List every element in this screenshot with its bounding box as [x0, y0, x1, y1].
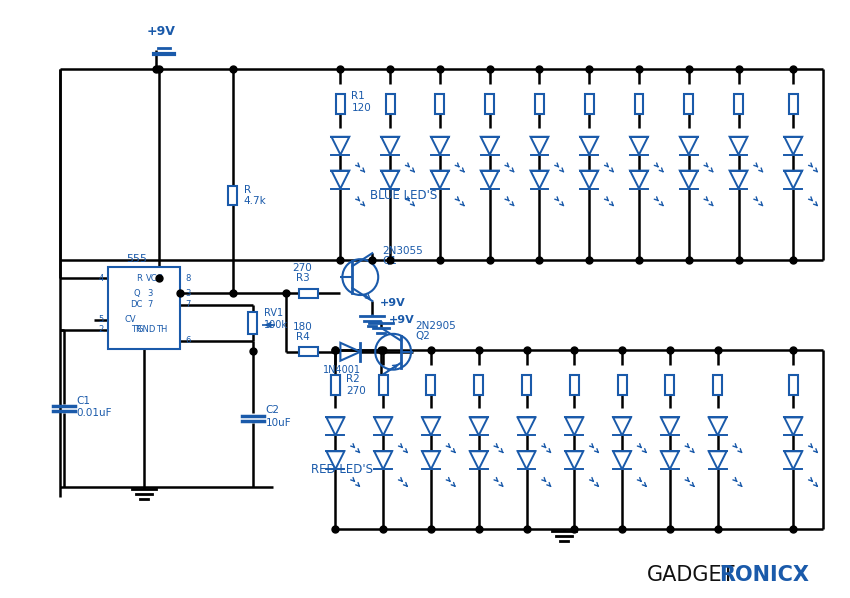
- Text: 180: 180: [292, 322, 313, 332]
- Text: 6: 6: [185, 336, 190, 345]
- Text: Q1: Q1: [382, 256, 397, 266]
- Text: 2: 2: [99, 325, 104, 334]
- Text: 2N2905: 2N2905: [415, 321, 456, 331]
- Bar: [331, 374, 340, 395]
- Text: VCC: VCC: [145, 274, 163, 283]
- Text: R1: R1: [351, 91, 365, 101]
- Text: 4: 4: [99, 274, 104, 283]
- Bar: [789, 94, 798, 114]
- Text: 0.01uF: 0.01uF: [76, 408, 112, 419]
- Text: C2: C2: [266, 405, 280, 416]
- Bar: [734, 94, 743, 114]
- Text: +9V: +9V: [380, 298, 406, 308]
- Text: TR: TR: [131, 325, 142, 334]
- Text: R: R: [244, 185, 251, 194]
- Bar: [585, 94, 593, 114]
- Text: 100k: 100k: [264, 320, 288, 330]
- Bar: [229, 185, 237, 206]
- Bar: [570, 374, 579, 395]
- Text: RED LED'S: RED LED'S: [310, 463, 372, 475]
- Text: 270: 270: [346, 386, 366, 395]
- Bar: [666, 374, 674, 395]
- Text: C1: C1: [76, 395, 91, 405]
- Bar: [331, 374, 340, 395]
- Bar: [634, 94, 643, 114]
- Bar: [298, 347, 319, 356]
- Bar: [485, 94, 494, 114]
- Text: RONICX: RONICX: [718, 565, 808, 585]
- Bar: [336, 94, 345, 114]
- Text: 555: 555: [126, 254, 147, 264]
- Text: GADGET: GADGET: [647, 565, 735, 585]
- Text: TH: TH: [156, 325, 168, 334]
- Text: Q: Q: [133, 288, 139, 298]
- Text: R2: R2: [346, 374, 360, 384]
- Text: 5: 5: [99, 315, 104, 324]
- Text: 2N3055: 2N3055: [382, 246, 423, 256]
- Bar: [248, 312, 258, 334]
- Bar: [713, 374, 722, 395]
- Text: R: R: [136, 274, 142, 283]
- Text: 8: 8: [185, 274, 190, 283]
- Bar: [618, 374, 626, 395]
- Bar: [474, 374, 484, 395]
- Text: GND: GND: [137, 325, 156, 334]
- Text: 3: 3: [185, 288, 190, 298]
- Bar: [535, 94, 544, 114]
- Bar: [379, 374, 388, 395]
- Text: DC: DC: [130, 300, 143, 310]
- Bar: [522, 374, 531, 395]
- Text: CV: CV: [125, 315, 136, 324]
- Text: BLUE LED'S: BLUE LED'S: [371, 189, 438, 202]
- Bar: [298, 289, 319, 298]
- Text: 3: 3: [147, 288, 152, 298]
- Text: 270: 270: [292, 263, 313, 273]
- Bar: [427, 374, 435, 395]
- Text: R3: R3: [296, 273, 309, 283]
- Text: +9V: +9V: [389, 315, 415, 325]
- Bar: [435, 94, 445, 114]
- Text: 4.7k: 4.7k: [244, 197, 267, 206]
- Text: 7: 7: [147, 300, 152, 310]
- Text: Q2: Q2: [415, 331, 430, 341]
- Bar: [684, 94, 694, 114]
- Text: 7: 7: [185, 300, 190, 310]
- Bar: [109, 267, 180, 349]
- Text: 10uF: 10uF: [266, 419, 292, 428]
- Text: 1N4001: 1N4001: [323, 365, 361, 375]
- Text: R4: R4: [296, 332, 309, 342]
- Text: 120: 120: [351, 103, 371, 113]
- Text: +9V: +9V: [146, 25, 175, 38]
- Bar: [789, 374, 798, 395]
- Bar: [386, 94, 394, 114]
- Text: RV1: RV1: [264, 308, 283, 318]
